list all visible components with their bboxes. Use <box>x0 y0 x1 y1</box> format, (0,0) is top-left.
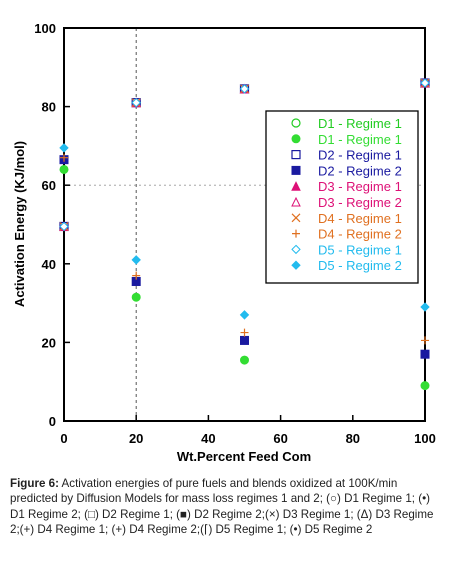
x-axis-label: Wt.Percent Feed Com <box>177 449 311 464</box>
legend-label-5: D3 - Regime 1 <box>318 179 402 194</box>
y-axis-label: Activation Energy (KJ/mol) <box>12 141 27 307</box>
data-point-series-8-x-0 <box>60 153 68 162</box>
data-point-series-2-x-0 <box>59 164 69 174</box>
data-point-series-4-x-50 <box>240 335 249 345</box>
x-tick-label: 20 <box>129 431 143 446</box>
legend-marker-8 <box>292 229 300 238</box>
data-point-series-10-x-50 <box>239 310 250 320</box>
y-tick-label: 100 <box>34 21 56 36</box>
data-point-series-8-x-20 <box>132 271 141 280</box>
data-point-series-9-x-0 <box>59 221 69 232</box>
data-marks <box>59 77 430 391</box>
data-point-series-9-x-20 <box>131 97 141 108</box>
x-tick-label: 60 <box>273 431 287 446</box>
x-tick-label: 40 <box>201 431 215 446</box>
data-point-series-10-x-0 <box>59 143 69 153</box>
legend-label-2: D1 - Regime 1 <box>318 132 402 147</box>
data-point-series-8-x-100 <box>421 336 429 345</box>
data-point-series-2-x-100 <box>420 381 430 391</box>
data-point-series-8-x-50 <box>240 328 249 337</box>
legend-label-7: D4 - Regime 1 <box>318 211 402 226</box>
legend-marker-9 <box>291 244 301 255</box>
y-tick-label: 40 <box>42 257 56 272</box>
data-point-series-4-x-100 <box>420 349 430 359</box>
legend-marker-10 <box>291 260 301 270</box>
x-tick-label: 100 <box>414 431 436 446</box>
x-tick-label: 80 <box>346 431 360 446</box>
axis-ticks: 0 20 40 60 80 100 0 20 40 60 80 100 <box>34 21 436 446</box>
x-tick-label: 0 <box>60 431 67 446</box>
y-tick-label: 80 <box>42 100 56 115</box>
legend-marker-7 <box>291 213 301 223</box>
data-point-series-2-x-50 <box>240 355 249 365</box>
legend-label-8: D4 - Regime 2 <box>318 227 402 242</box>
y-tick-label: 0 <box>49 414 56 429</box>
y-tick-label: 20 <box>42 335 56 350</box>
data-point-series-10-x-20 <box>131 255 141 265</box>
scatter-chart: 0 20 40 60 80 100 0 20 40 60 80 100 Activation Ener… <box>12 21 436 464</box>
legend-label-3: D2 - Regime 1 <box>318 148 402 163</box>
caption-text: Activation energies of pure fuels and bl… <box>10 477 434 537</box>
legend-marker-1 <box>291 118 301 128</box>
legend-box <box>265 110 419 284</box>
legend-marker-6 <box>291 196 301 207</box>
legend-label-6: D3 - Regime 2 <box>318 195 402 210</box>
legend-marker-2 <box>291 134 301 144</box>
legend-marker-4 <box>291 165 301 175</box>
y-tick-label: 60 <box>42 178 56 193</box>
legend-label-10: D5 - Regime 2 <box>318 258 402 273</box>
legend: D1 - Regime 1D1 - Regime 1D2 - Regime 1D… <box>265 110 419 284</box>
data-point-series-2-x-20 <box>131 292 141 302</box>
data-point-series-10-x-100 <box>420 302 430 312</box>
figure-caption: Figure 6: Activation energies of pure fu… <box>10 476 442 538</box>
caption-label: Figure 6: <box>10 477 59 490</box>
legend-marker-3 <box>291 150 301 160</box>
data-point-series-9-x-100 <box>420 78 430 88</box>
legend-label-1: D1 - Regime 1 <box>318 116 402 131</box>
legend-label-4: D2 - Regime 2 <box>318 163 402 178</box>
legend-marker-5 <box>291 181 301 191</box>
data-point-series-9-x-50 <box>239 84 250 94</box>
legend-label-9: D5 - Regime 1 <box>318 242 402 257</box>
